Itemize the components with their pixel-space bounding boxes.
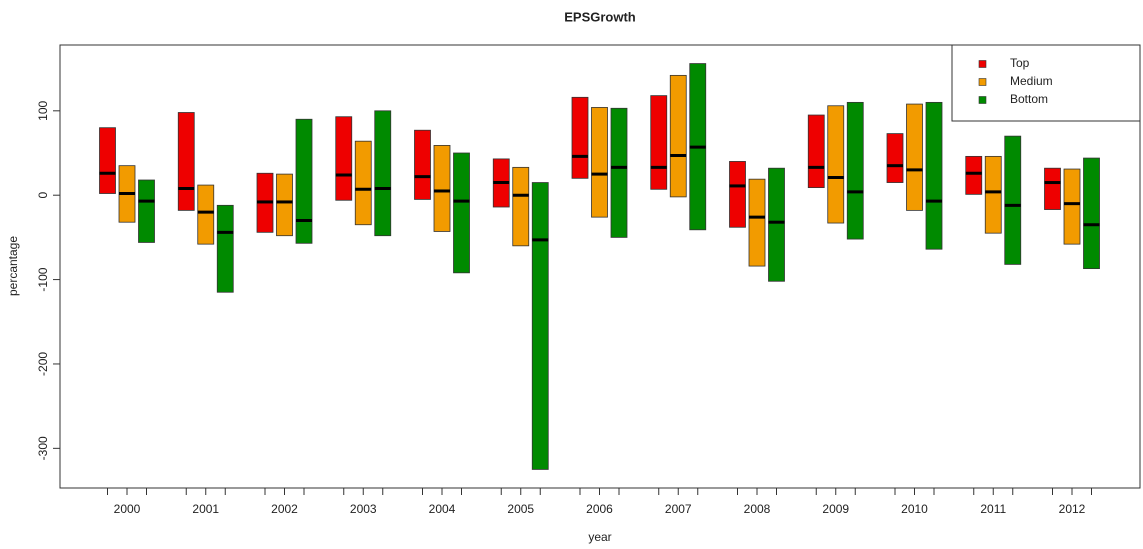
x-tick-label: 2002 <box>271 502 298 516</box>
range-bar <box>729 161 746 228</box>
range-bar <box>925 101 943 250</box>
range-bar <box>354 140 372 226</box>
range-bar <box>177 112 195 211</box>
x-tick-label: 2008 <box>744 502 771 516</box>
range-bar <box>433 145 451 232</box>
range-bar <box>295 118 313 244</box>
range-bar <box>531 182 549 470</box>
range-bar <box>99 127 116 194</box>
range-bar <box>512 166 530 247</box>
legend-swatch <box>978 60 987 68</box>
y-axis-label: percantage <box>6 236 20 296</box>
range-bar <box>886 133 904 183</box>
x-tick-label: 2010 <box>901 502 928 516</box>
legend-label: Top <box>1010 56 1030 70</box>
x-tick-label: 2007 <box>665 502 692 516</box>
chart-title: EPSGrowth <box>564 9 636 24</box>
legend-swatch <box>978 96 987 104</box>
legend-swatch <box>978 78 987 86</box>
legend-label: Medium <box>1010 74 1053 88</box>
range-bar <box>669 74 687 198</box>
range-bar <box>846 101 864 240</box>
range-bar <box>965 155 983 195</box>
x-tick-label: 2001 <box>192 502 219 516</box>
x-axis-label: year <box>588 530 611 544</box>
y-tick-label: -200 <box>36 352 50 376</box>
range-bar <box>906 103 923 211</box>
y-tick-label: -100 <box>36 267 50 291</box>
x-tick-label: 2003 <box>350 502 377 516</box>
legend-label: Bottom <box>1010 92 1048 106</box>
range-bar <box>197 184 215 245</box>
range-bar <box>1063 168 1081 245</box>
range-bar <box>374 110 392 237</box>
range-bar <box>827 105 845 224</box>
y-tick-label: 0 <box>36 192 50 199</box>
x-tick-label: 2004 <box>429 502 456 516</box>
x-tick-label: 2000 <box>114 502 141 516</box>
x-tick-label: 2009 <box>822 502 849 516</box>
range-bar <box>1083 157 1100 270</box>
range-bar <box>650 95 668 190</box>
range-bar <box>748 178 766 267</box>
range-bar <box>138 179 155 243</box>
range-bar <box>591 107 608 218</box>
range-bar <box>276 173 293 237</box>
x-tick-label: 2012 <box>1059 502 1086 516</box>
range-bar <box>216 204 234 293</box>
range-bar <box>610 107 628 238</box>
range-bar <box>1044 167 1061 210</box>
y-tick-label: 100 <box>36 100 50 120</box>
range-bar <box>984 155 1002 234</box>
range-bar <box>807 114 825 189</box>
x-tick-label: 2005 <box>507 502 534 516</box>
range-bar <box>335 116 353 201</box>
range-bar <box>768 167 785 282</box>
range-bar <box>571 96 589 179</box>
x-tick-label: 2006 <box>586 502 613 516</box>
range-bar <box>453 152 470 274</box>
range-bar <box>1004 135 1022 265</box>
x-tick-label: 2011 <box>980 502 1006 516</box>
range-bar <box>414 129 431 200</box>
y-tick-label: -300 <box>36 436 50 460</box>
